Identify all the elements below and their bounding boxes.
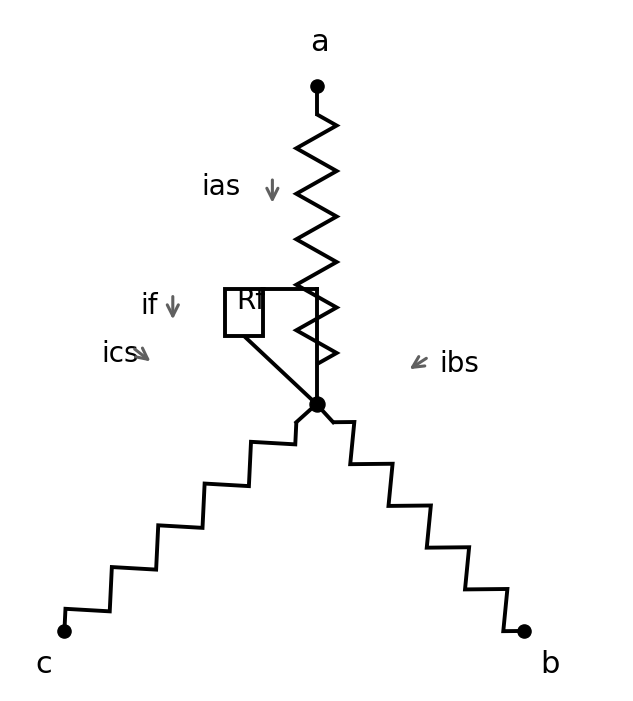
Text: if: if xyxy=(140,292,158,320)
Text: a: a xyxy=(310,29,329,57)
Text: ibs: ibs xyxy=(439,350,479,379)
Point xyxy=(60,625,70,637)
Point xyxy=(311,80,322,91)
Point xyxy=(520,625,530,637)
Text: ias: ias xyxy=(202,172,241,200)
Bar xyxy=(225,289,263,336)
Point xyxy=(311,398,322,409)
Text: c: c xyxy=(35,650,52,679)
Text: b: b xyxy=(540,650,560,679)
Text: ics: ics xyxy=(101,340,139,367)
Text: Rf: Rf xyxy=(236,287,265,315)
